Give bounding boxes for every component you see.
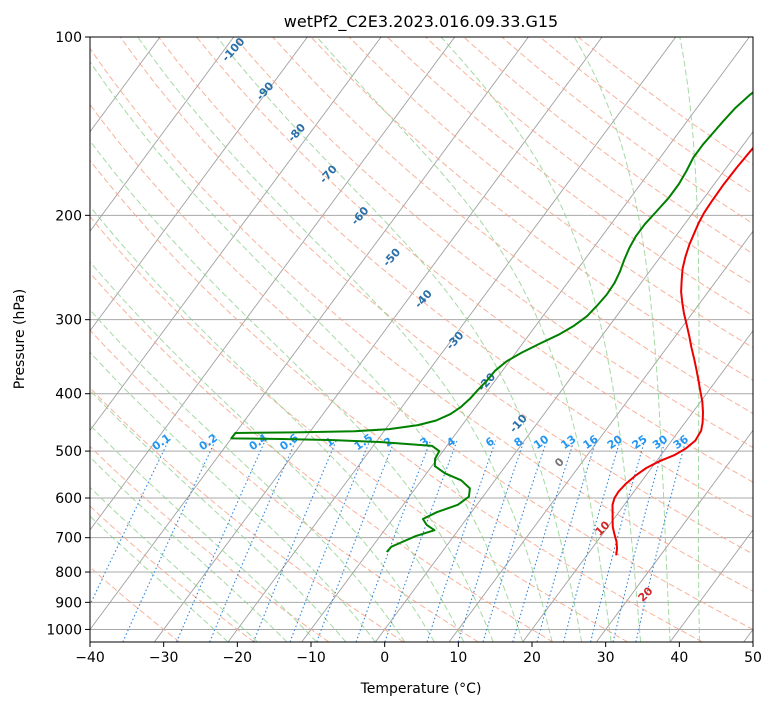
y-tick-label: 700 xyxy=(55,531,82,547)
x-tick-label: 50 xyxy=(744,650,762,666)
y-axis-label: Pressure (hPa) xyxy=(12,289,28,389)
y-tick-label: 900 xyxy=(55,595,82,611)
x-tick-label: −20 xyxy=(223,650,253,666)
x-tick-label: 0 xyxy=(380,650,389,666)
x-tick-label: 30 xyxy=(597,650,615,666)
x-axis-label: Temperature (°C) xyxy=(360,681,482,697)
x-tick-label: 40 xyxy=(670,650,688,666)
x-tick-label: −30 xyxy=(149,650,179,666)
y-tick-label: 300 xyxy=(55,313,82,329)
x-tick-label: −10 xyxy=(296,650,326,666)
x-tick-label: 20 xyxy=(523,650,541,666)
y-tick-label: 400 xyxy=(55,387,82,403)
y-tick-label: 600 xyxy=(55,491,82,507)
y-tick-label: 500 xyxy=(55,444,82,460)
y-tick-label: 200 xyxy=(55,208,82,224)
y-tick-label: 1000 xyxy=(46,622,82,638)
chart-title: wetPf2_C2E3.2023.016.09.33.G15 xyxy=(284,12,558,32)
x-tick-label: 10 xyxy=(449,650,467,666)
y-tick-label: 100 xyxy=(55,30,82,46)
x-tick-label: −40 xyxy=(75,650,105,666)
y-tick-label: 800 xyxy=(55,565,82,581)
